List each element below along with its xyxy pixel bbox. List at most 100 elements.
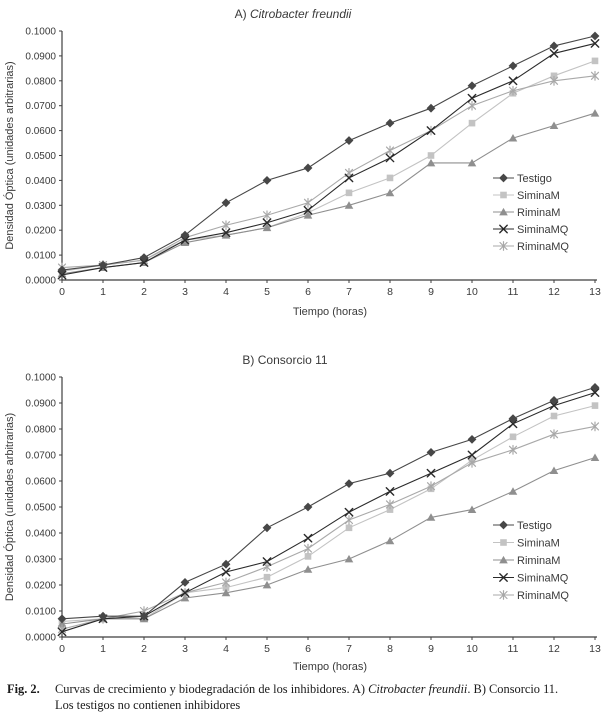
x-tick-label: 0 <box>59 643 65 655</box>
marker-x-icon <box>303 533 313 543</box>
marker-diamond-icon <box>508 61 518 71</box>
marker-diamond-icon <box>344 136 354 145</box>
marker-diamond-icon <box>262 523 272 533</box>
marker-asterisk-icon <box>303 197 313 208</box>
marker-x-icon <box>221 567 231 577</box>
marker-triangle-icon <box>508 487 518 495</box>
series-line <box>61 42 596 276</box>
series-riminamq <box>57 421 600 635</box>
marker-triangle-icon <box>344 554 354 563</box>
marker-square-icon <box>509 433 517 441</box>
legend-label: SiminaMQ <box>517 572 569 584</box>
y-tick-label: 0.0200 <box>25 581 56 592</box>
marker-square-icon <box>386 506 394 513</box>
marker-diamond-icon <box>499 173 508 183</box>
x-tick-label: 9 <box>428 286 434 298</box>
x-tick-label: 9 <box>428 643 434 655</box>
x-tick-label: 5 <box>264 643 270 655</box>
legend-label: SiminaM <box>517 537 560 549</box>
series-testigo <box>57 31 600 275</box>
chart-b-growth-curves: B) Consorcio 11 Densidad Óptica (unidades… <box>0 346 605 682</box>
marker-diamond-icon <box>262 176 272 185</box>
marker-triangle-icon <box>467 505 477 513</box>
marker-square-icon <box>500 191 507 199</box>
chart-b-canvas: B) Consorcio 11 Densidad Óptica (unidades… <box>3 353 601 673</box>
y-tick-label: 0.0000 <box>25 633 56 644</box>
marker-triangle-icon <box>590 109 600 117</box>
marker-diamond-icon <box>139 611 149 621</box>
marker-diamond-icon <box>590 383 600 392</box>
chart-a-growth-curves: A) Citrobacter freundii Densidad Óptica (… <box>0 0 605 340</box>
y-tick-label: 0.1000 <box>25 27 56 38</box>
legend-label: RiminaMQ <box>517 590 569 602</box>
y-tick-label: 0.0100 <box>25 607 56 618</box>
y-tick-label: 0.0500 <box>25 151 56 162</box>
marker-asterisk-icon <box>467 457 477 468</box>
y-tick-label: 0.0400 <box>25 176 56 187</box>
marker-square-icon <box>500 539 507 546</box>
y-tick-label: 0.0100 <box>25 251 56 262</box>
marker-square-icon <box>591 402 599 409</box>
marker-square-icon <box>345 189 353 197</box>
x-tick-label: 8 <box>387 286 393 298</box>
caption-species-name: Citrobacter freundii <box>368 682 468 696</box>
marker-asterisk-icon <box>549 75 559 86</box>
marker-diamond-icon <box>221 198 231 208</box>
marker-triangle-icon <box>262 223 272 232</box>
marker-diamond-icon <box>180 578 190 587</box>
x-tick-label: 3 <box>182 643 188 655</box>
y-tick-label: 0.0800 <box>25 76 56 87</box>
marker-x-icon <box>139 258 149 267</box>
legend-item-testigo: Testigo <box>493 520 552 532</box>
legend-item-riminamq: RiminaMQ <box>493 241 569 253</box>
legend-item-siminamq: SiminaMQ <box>493 572 569 584</box>
y-tick-label: 0.0900 <box>25 399 56 410</box>
marker-x-icon <box>385 486 395 496</box>
marker-x-icon <box>262 557 272 567</box>
marker-triangle-icon <box>57 619 67 628</box>
marker-x-icon <box>180 588 190 598</box>
marker-triangle-icon <box>385 536 395 545</box>
x-tick-label: 8 <box>387 643 393 655</box>
marker-asterisk-icon <box>262 210 272 221</box>
marker-asterisk-icon <box>508 444 518 455</box>
figure-caption-text: Curvas de crecimiento y biodegradación d… <box>55 681 601 714</box>
marker-asterisk-icon <box>344 515 354 525</box>
x-tick-label: 0 <box>59 286 65 298</box>
y-tick-label: 0.0700 <box>25 101 56 112</box>
marker-square-icon <box>468 119 476 127</box>
legend-item-riminam: RiminaM <box>493 207 560 219</box>
marker-diamond-icon <box>98 611 108 621</box>
series-siminamq <box>57 39 600 280</box>
marker-asterisk-icon <box>549 429 559 440</box>
series-line <box>61 457 596 625</box>
marker-diamond-icon <box>221 559 231 569</box>
series-line <box>61 405 596 622</box>
x-tick-label: 4 <box>223 643 229 655</box>
marker-diamond-icon <box>98 260 108 270</box>
marker-triangle-icon <box>499 555 508 564</box>
marker-triangle-icon <box>262 580 272 589</box>
marker-diamond-icon <box>426 103 436 113</box>
x-tick-label: 12 <box>548 286 560 298</box>
marker-triangle-icon <box>344 201 354 209</box>
marker-x-icon <box>549 401 559 410</box>
series-riminam <box>57 453 600 628</box>
marker-diamond-icon <box>549 396 559 405</box>
marker-diamond-icon <box>344 479 354 488</box>
marker-diamond-icon <box>549 41 559 51</box>
marker-diamond-icon <box>467 81 477 91</box>
marker-triangle-icon <box>508 133 518 142</box>
marker-asterisk-icon <box>499 241 508 251</box>
x-tick-label: 1 <box>100 286 106 298</box>
marker-asterisk-icon <box>499 590 508 600</box>
y-tick-label: 0.0400 <box>25 529 56 540</box>
marker-x-icon <box>590 388 600 397</box>
marker-diamond-icon <box>57 614 67 624</box>
marker-square-icon <box>304 553 312 560</box>
y-tick-label: 0.0500 <box>25 503 56 514</box>
marker-triangle-icon <box>385 188 395 197</box>
x-tick-label: 7 <box>346 286 352 298</box>
y-tick-label: 0.0700 <box>25 451 56 462</box>
